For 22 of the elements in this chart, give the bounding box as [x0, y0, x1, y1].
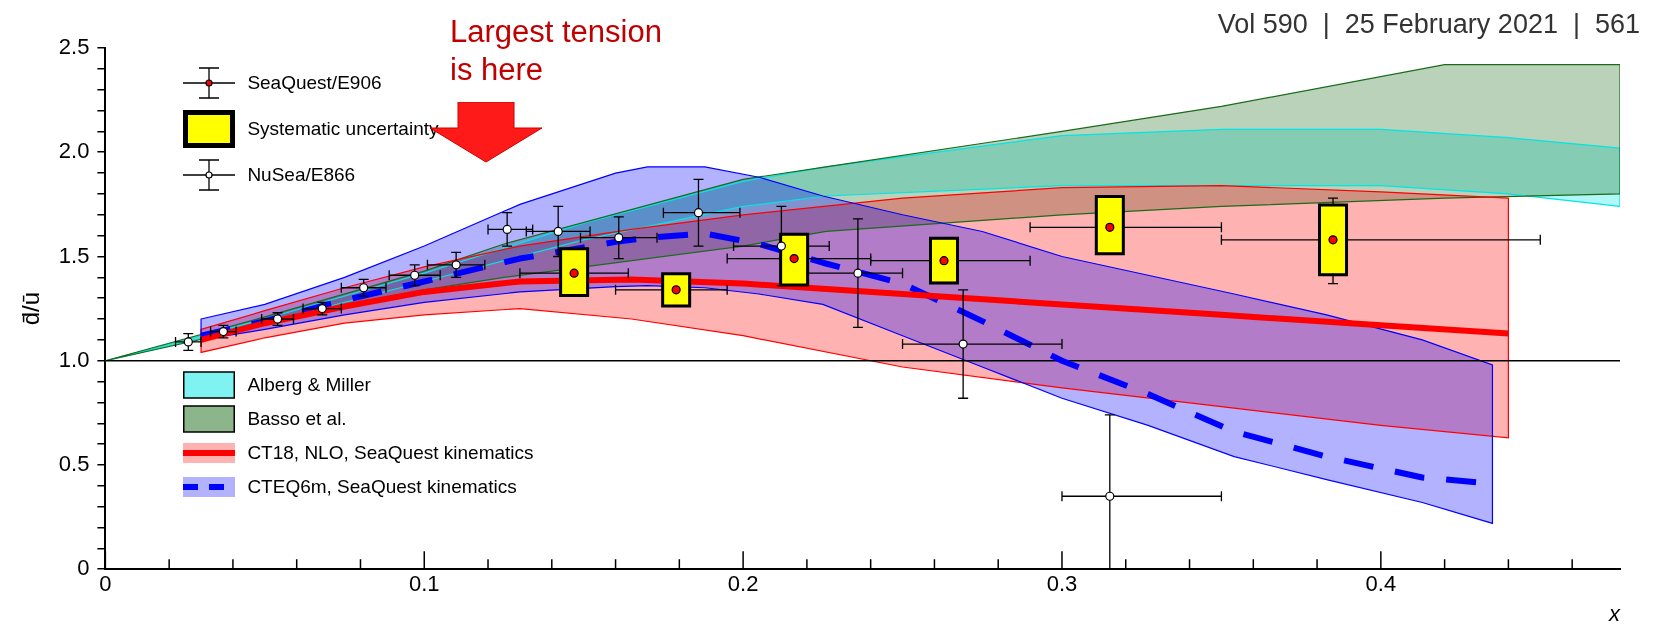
legend-label: SeaQuest/E906 [247, 72, 382, 94]
legend-label: CT18, NLO, SeaQuest kinematics [247, 442, 534, 465]
x-axis-title: x [1608, 600, 1621, 626]
y-tick-label: 2.5 [58, 34, 90, 60]
x-tick-label: 0.1 [408, 571, 440, 597]
legend-label: Alberg & Miller [247, 374, 371, 397]
y-tick-label: 0.5 [58, 451, 90, 477]
legend-label: Systematic uncertainty [247, 118, 439, 140]
x-tick-label: 0.3 [1046, 571, 1078, 597]
y-tick-label: 1.0 [58, 346, 90, 372]
x-tick-label: 0.2 [727, 571, 759, 597]
y-tick-label: 1.5 [58, 242, 90, 268]
legend-label: NuSea/E866 [247, 164, 356, 186]
y-tick-label: 0 [77, 555, 90, 581]
legend-label: Basso et al. [247, 408, 347, 431]
x-tick-label: 0.4 [1365, 571, 1397, 597]
text: Vol 590 | 25 February 2021 | 561 [1217, 8, 1640, 39]
x-tick-label: 0 [99, 571, 112, 597]
annotation: Largest tension is here [450, 14, 662, 87]
y-tick-label: 2.0 [58, 138, 90, 164]
y-axis-title: d̄/ū [17, 291, 45, 326]
legend-label: CTEQ6m, SeaQuest kinematics [247, 476, 517, 499]
